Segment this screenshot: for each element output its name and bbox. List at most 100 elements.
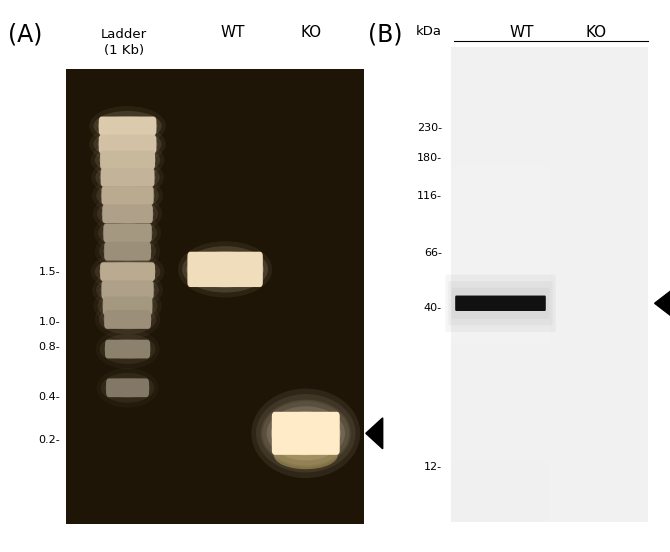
- Text: KO: KO: [586, 25, 606, 40]
- Ellipse shape: [90, 140, 164, 180]
- Bar: [451, 463, 550, 522]
- Ellipse shape: [91, 157, 164, 197]
- Ellipse shape: [274, 442, 338, 469]
- Ellipse shape: [90, 252, 164, 291]
- Ellipse shape: [92, 270, 163, 310]
- Ellipse shape: [271, 411, 341, 455]
- Ellipse shape: [93, 194, 162, 233]
- Text: WT: WT: [220, 25, 245, 40]
- Ellipse shape: [104, 339, 151, 359]
- Ellipse shape: [102, 296, 153, 316]
- FancyBboxPatch shape: [103, 224, 152, 242]
- Ellipse shape: [182, 246, 268, 293]
- Ellipse shape: [96, 368, 158, 407]
- Ellipse shape: [101, 204, 154, 224]
- Ellipse shape: [89, 124, 165, 164]
- Ellipse shape: [96, 329, 159, 369]
- Text: (B): (B): [368, 22, 403, 46]
- Ellipse shape: [100, 185, 155, 205]
- Ellipse shape: [89, 106, 165, 146]
- Text: Ladder
(1 Kb): Ladder (1 Kb): [100, 28, 147, 57]
- Polygon shape: [366, 418, 383, 449]
- FancyBboxPatch shape: [98, 135, 156, 153]
- Ellipse shape: [100, 334, 155, 364]
- Ellipse shape: [95, 145, 160, 175]
- Ellipse shape: [98, 291, 157, 321]
- FancyBboxPatch shape: [188, 252, 263, 287]
- Ellipse shape: [105, 378, 150, 397]
- Text: 40-: 40-: [424, 303, 442, 313]
- Ellipse shape: [178, 241, 272, 298]
- Ellipse shape: [256, 394, 356, 473]
- Text: 1.0-: 1.0-: [38, 317, 60, 327]
- Ellipse shape: [263, 401, 349, 465]
- Ellipse shape: [103, 310, 152, 330]
- Ellipse shape: [100, 373, 154, 403]
- Bar: [451, 166, 550, 225]
- Ellipse shape: [251, 389, 360, 478]
- Ellipse shape: [103, 223, 153, 243]
- FancyBboxPatch shape: [452, 288, 549, 319]
- Text: 0.8-: 0.8-: [38, 342, 60, 352]
- Bar: [451, 47, 649, 522]
- FancyBboxPatch shape: [106, 379, 149, 397]
- Text: 0.2-: 0.2-: [38, 435, 60, 445]
- Text: (A): (A): [7, 22, 42, 46]
- Ellipse shape: [99, 150, 156, 170]
- Ellipse shape: [267, 406, 345, 460]
- Text: 12-: 12-: [424, 462, 442, 472]
- Bar: [550, 47, 649, 522]
- Ellipse shape: [186, 251, 264, 288]
- Ellipse shape: [95, 162, 159, 192]
- FancyBboxPatch shape: [105, 339, 150, 358]
- Text: 180-: 180-: [417, 153, 442, 163]
- Ellipse shape: [100, 167, 155, 187]
- FancyBboxPatch shape: [104, 310, 151, 329]
- Bar: [451, 403, 550, 463]
- Ellipse shape: [98, 134, 157, 154]
- Ellipse shape: [94, 213, 161, 253]
- Bar: [451, 284, 550, 343]
- Ellipse shape: [103, 241, 152, 261]
- Ellipse shape: [261, 400, 351, 467]
- FancyBboxPatch shape: [103, 296, 152, 315]
- Text: 0.4-: 0.4-: [38, 392, 60, 402]
- Bar: [66, 69, 364, 524]
- FancyBboxPatch shape: [100, 151, 155, 169]
- FancyBboxPatch shape: [455, 295, 546, 311]
- Ellipse shape: [98, 116, 157, 136]
- Ellipse shape: [97, 199, 158, 229]
- Ellipse shape: [96, 275, 159, 305]
- Text: KO: KO: [301, 25, 322, 40]
- FancyBboxPatch shape: [103, 204, 153, 223]
- FancyBboxPatch shape: [101, 186, 153, 205]
- FancyBboxPatch shape: [101, 280, 153, 299]
- Ellipse shape: [98, 218, 157, 248]
- FancyBboxPatch shape: [272, 412, 340, 455]
- Ellipse shape: [93, 286, 161, 326]
- Text: 116-: 116-: [417, 192, 442, 201]
- Ellipse shape: [94, 231, 160, 271]
- Text: WT: WT: [510, 25, 534, 40]
- Ellipse shape: [92, 176, 163, 215]
- Text: kDa: kDa: [416, 25, 442, 38]
- Polygon shape: [655, 286, 670, 320]
- Text: 1.5-: 1.5-: [38, 267, 60, 277]
- Text: 66-: 66-: [424, 248, 442, 258]
- Bar: [66, 69, 364, 524]
- FancyBboxPatch shape: [448, 281, 553, 325]
- Ellipse shape: [95, 257, 160, 286]
- Bar: [451, 47, 550, 106]
- Ellipse shape: [99, 236, 156, 266]
- Bar: [451, 343, 550, 403]
- FancyBboxPatch shape: [104, 242, 151, 261]
- Ellipse shape: [94, 111, 161, 141]
- FancyBboxPatch shape: [98, 116, 156, 135]
- Bar: [451, 225, 550, 284]
- Ellipse shape: [94, 129, 161, 159]
- FancyBboxPatch shape: [100, 262, 155, 281]
- Ellipse shape: [99, 262, 156, 282]
- Ellipse shape: [99, 305, 156, 335]
- Text: 230-: 230-: [417, 123, 442, 132]
- Ellipse shape: [96, 181, 159, 210]
